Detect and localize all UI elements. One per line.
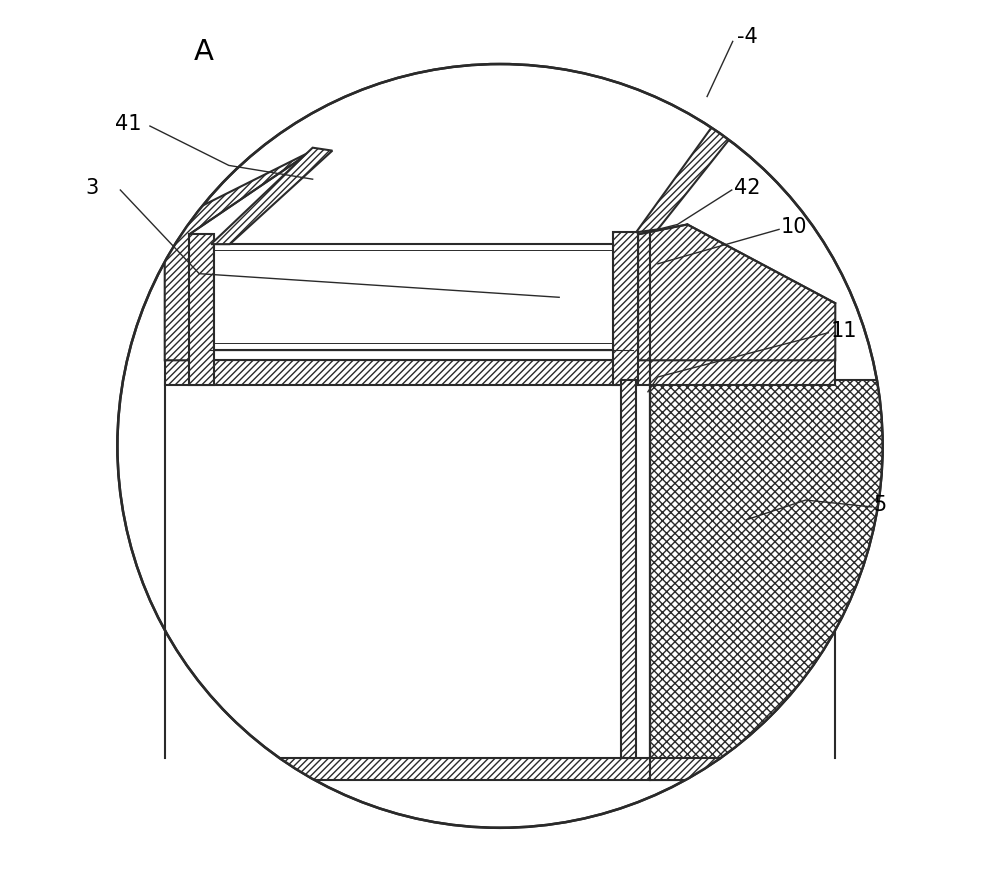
Bar — [165, 758, 835, 780]
Text: 42: 42 — [734, 178, 760, 198]
Text: -4: -4 — [737, 27, 757, 48]
Text: 10: 10 — [781, 218, 808, 237]
Bar — [165, 360, 835, 385]
Bar — [209, 351, 633, 360]
Bar — [165, 758, 835, 780]
Bar — [189, 234, 214, 385]
Bar — [189, 234, 214, 385]
Polygon shape — [211, 148, 332, 244]
Bar — [214, 244, 613, 351]
Text: 41: 41 — [115, 114, 142, 134]
Bar — [613, 233, 638, 385]
Bar — [621, 380, 636, 758]
Bar — [613, 233, 638, 385]
Polygon shape — [638, 225, 835, 360]
Bar — [650, 380, 894, 780]
Bar — [165, 360, 835, 385]
Bar — [650, 380, 894, 780]
Polygon shape — [165, 151, 313, 360]
Bar — [621, 380, 636, 758]
Polygon shape — [636, 78, 771, 233]
Text: A: A — [194, 38, 214, 66]
Text: 3: 3 — [86, 178, 99, 198]
Text: 5: 5 — [874, 495, 887, 515]
Text: 11: 11 — [830, 321, 857, 341]
